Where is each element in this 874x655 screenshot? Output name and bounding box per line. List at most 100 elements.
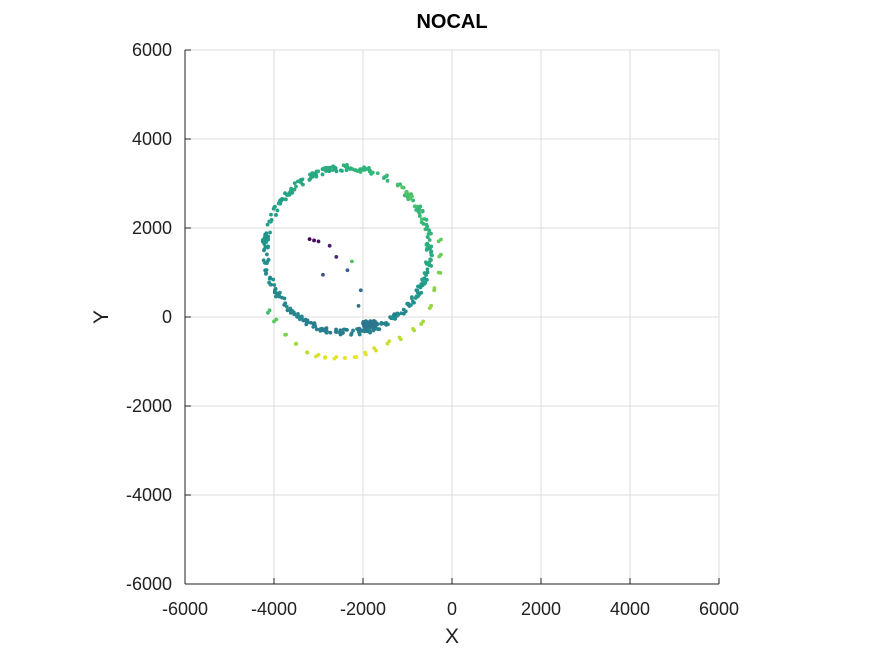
ring-point (350, 167, 355, 172)
outer-arc-point (265, 310, 270, 315)
ring-point (276, 201, 281, 206)
outer-arc-point (411, 326, 415, 331)
ring-point (418, 285, 423, 290)
ring-point (294, 184, 298, 189)
x-axis-label: X (445, 625, 459, 648)
ring-point (269, 212, 273, 217)
ring-point (393, 316, 398, 321)
ring-point (427, 246, 432, 251)
ring-point (290, 190, 295, 195)
ring-point (328, 330, 333, 335)
grid (184, 49, 720, 585)
ring-point (401, 307, 406, 312)
ring-point (301, 318, 306, 323)
outer-arc-point (332, 356, 337, 361)
ring-point (358, 328, 363, 332)
chart-title: NOCAL (416, 11, 487, 33)
ring-point (417, 207, 422, 212)
ring-point (420, 208, 425, 213)
ring-point (362, 166, 367, 171)
interior-point (356, 303, 361, 308)
x-tick-label: -2000 (340, 599, 386, 619)
ring-cluster-point (369, 322, 374, 327)
interior-point (345, 268, 350, 273)
outer-arc-point (438, 270, 443, 275)
x-tick-label: -4000 (251, 599, 297, 619)
ring-point (290, 309, 295, 313)
y-tick-label: -6000 (126, 574, 172, 594)
ring-point (411, 198, 416, 203)
ring-point (325, 165, 330, 170)
ring-point (424, 222, 429, 227)
ring-point (299, 314, 304, 319)
y-tick-label: 2000 (132, 218, 172, 238)
ring-cluster-point (361, 320, 366, 325)
ring-point (382, 321, 387, 326)
outer-arc-point (439, 237, 443, 242)
ring-point (262, 248, 266, 253)
ring-point (296, 311, 300, 316)
ring-point (338, 328, 343, 333)
ring-point (322, 167, 327, 172)
ring-point (429, 231, 433, 236)
ring-point (369, 170, 374, 175)
ring-point (408, 196, 413, 201)
ring-point (272, 283, 277, 287)
outer-arc-point (374, 348, 378, 353)
ring-point (411, 299, 415, 304)
ring-point (331, 164, 336, 169)
outer-arc-point (274, 317, 279, 322)
ring-point (334, 169, 339, 174)
ring-point (264, 231, 269, 236)
ring-point (300, 177, 305, 182)
ring-point (382, 175, 387, 180)
ring-point (274, 213, 278, 217)
outer-arc-point (419, 322, 424, 326)
ring-point (334, 327, 338, 332)
ring-point (313, 171, 318, 176)
ring-point (396, 312, 401, 317)
ring-point (415, 290, 420, 295)
ring-point (345, 162, 349, 167)
ring-point (266, 244, 270, 249)
ring-point (376, 327, 381, 331)
ring-cluster-point (368, 319, 373, 324)
interior-point (312, 238, 316, 243)
ring-point (341, 163, 346, 168)
y-tick-label: -2000 (126, 396, 172, 416)
ring-point (367, 166, 371, 170)
ring-point (395, 182, 400, 187)
interior-point (358, 288, 363, 293)
ring-point (273, 286, 278, 291)
ring-point (274, 294, 278, 299)
ring-point (419, 217, 424, 222)
ring-point (413, 204, 417, 209)
ring-point (361, 328, 366, 332)
x-tick-label: 6000 (699, 599, 739, 619)
ring-point (401, 311, 406, 316)
ring-point (265, 222, 270, 227)
interior-point (334, 255, 339, 259)
ring-point (267, 219, 272, 224)
outer-arc-point (314, 354, 318, 359)
outer-arc-point (352, 355, 357, 360)
y-axis-label: Y (90, 310, 113, 324)
ring-point (282, 296, 287, 301)
ring-point (429, 263, 434, 268)
ring-point (392, 312, 397, 317)
ring-point (419, 282, 424, 287)
ring-point (424, 261, 429, 266)
y-tick-label: 6000 (132, 40, 172, 60)
outer-arc-point (437, 254, 442, 259)
ring-point (265, 235, 270, 240)
outer-arc-point (284, 332, 288, 337)
ring-point (425, 235, 430, 239)
x-tick-label: 4000 (610, 599, 650, 619)
ring-point (265, 252, 269, 257)
ring-point (385, 178, 390, 183)
ring-point (271, 277, 276, 282)
ring-point (275, 208, 280, 213)
x-tick-label: -6000 (162, 599, 208, 619)
outer-arc-point (397, 335, 402, 340)
